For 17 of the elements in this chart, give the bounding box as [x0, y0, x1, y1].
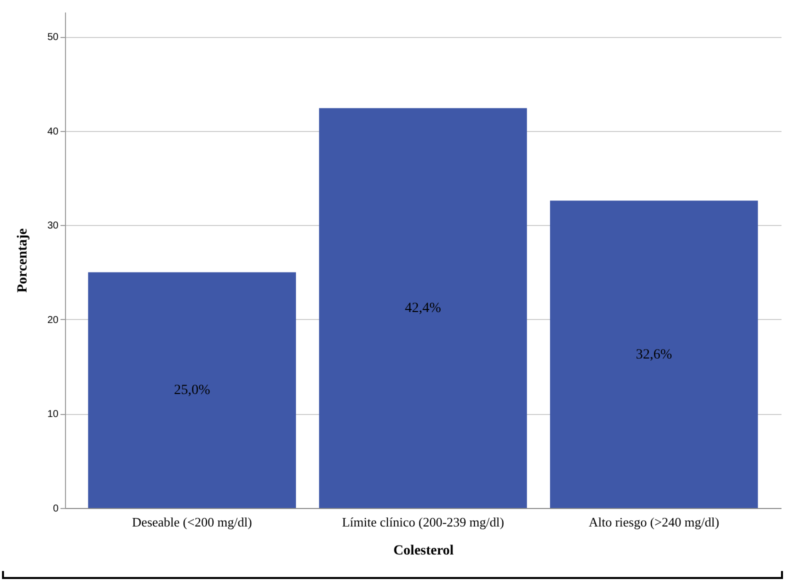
y-tick-label: 50 [47, 32, 59, 44]
y-tick-label: 20 [47, 314, 59, 326]
bar [550, 200, 758, 508]
x-tick-label: Deseable (<200 mg/dl) [132, 514, 252, 530]
x-tick-label: Alto riesgo (>240 mg/dl) [588, 514, 720, 530]
data-label: 42,4% [404, 301, 442, 316]
y-tick-label: 10 [47, 409, 59, 420]
y-tick-label: 40 [47, 126, 59, 138]
x-axis-title: Colesterol [393, 544, 454, 558]
x-tick-label: Límite clínico (200-239 mg/dl) [342, 514, 504, 530]
y-axis-title: Porcentaje [15, 228, 30, 293]
bar [88, 272, 296, 508]
y-tick-label: 0 [52, 504, 59, 514]
bar [319, 108, 527, 508]
data-label: 25,0% [174, 383, 210, 398]
data-label: 32,6% [636, 347, 672, 362]
y-tick-label: 30 [47, 220, 59, 232]
